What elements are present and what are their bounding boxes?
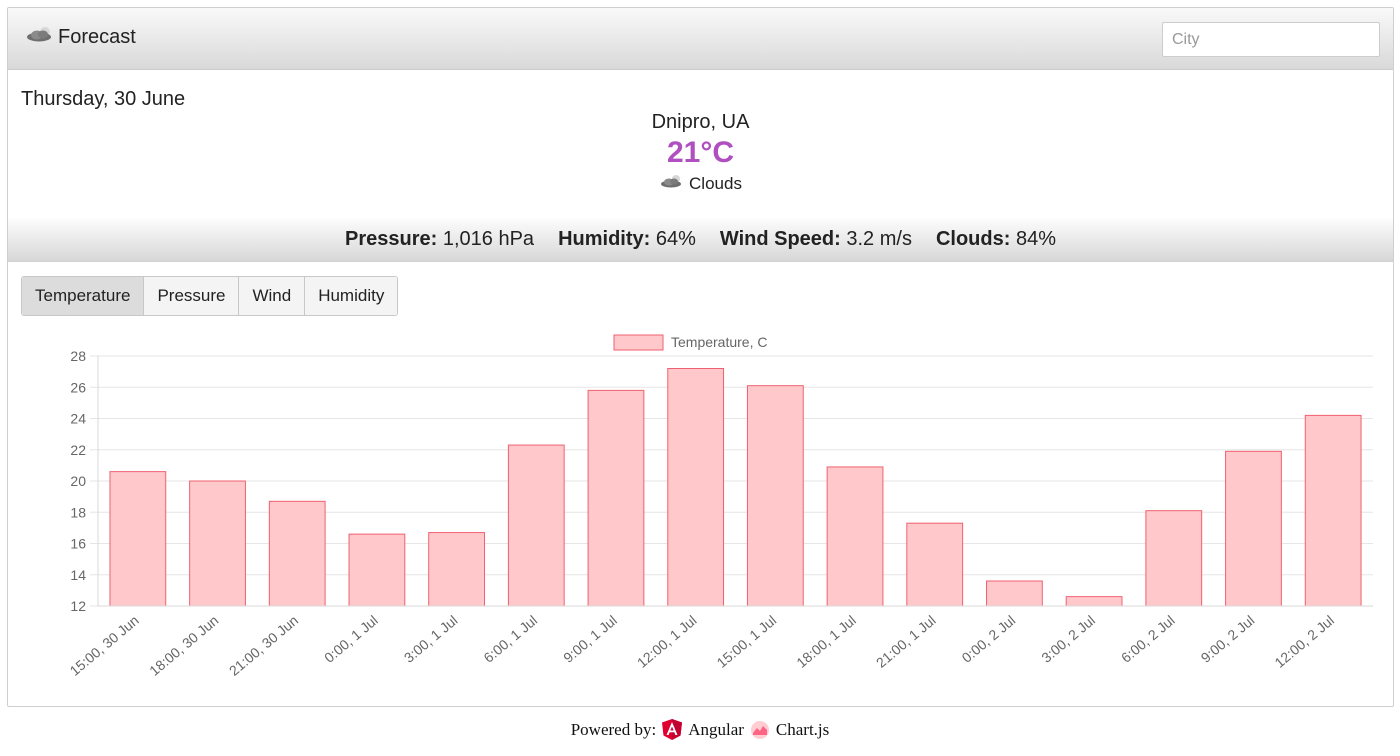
- y-tick-label: 12: [70, 598, 86, 614]
- tab-pressure[interactable]: Pressure: [144, 277, 240, 315]
- y-tick-label: 20: [70, 473, 86, 489]
- bar: [906, 522, 964, 607]
- y-tick-label: 16: [70, 536, 86, 552]
- y-tick-label: 14: [70, 567, 86, 583]
- legend-swatch: [613, 334, 664, 351]
- stat-clouds: Clouds: 84%: [935, 228, 1056, 250]
- angular-label[interactable]: Angular: [688, 719, 744, 739]
- bar: [1065, 596, 1123, 607]
- bar: [109, 471, 167, 607]
- tab-temperature[interactable]: Temperature: [22, 277, 145, 315]
- y-tick-label: 28: [70, 348, 86, 364]
- x-tick-label: 3:00, 2 Jul: [1038, 612, 1098, 666]
- chart-tabs: Temperature Pressure Wind Humidity: [21, 276, 399, 316]
- bar: [746, 385, 804, 607]
- cloud-sun-icon: [24, 24, 56, 50]
- chartjs-logo-icon: [750, 720, 770, 740]
- brand-label: Forecast: [58, 25, 136, 48]
- x-tick-label: 15:00, 1 Jul: [714, 612, 780, 671]
- bar: [507, 444, 565, 607]
- stats-bar: Pressure: 1,016 hPa Humidity: 64% Wind S…: [8, 218, 1393, 262]
- x-tick-label: 18:00, 1 Jul: [793, 612, 859, 671]
- brand[interactable]: Forecast: [24, 24, 136, 50]
- x-tick-label: 9:00, 2 Jul: [1198, 612, 1258, 666]
- bar: [428, 532, 485, 607]
- x-tick-label: 18:00, 30 Jun: [146, 612, 221, 679]
- x-tick-label: 21:00, 30 Jun: [226, 612, 301, 679]
- legend-label: Temperature, C: [671, 334, 767, 350]
- x-tick-label: 0:00, 2 Jul: [959, 612, 1019, 666]
- x-tick-label: 9:00, 1 Jul: [560, 612, 620, 666]
- bar: [268, 500, 326, 607]
- current-date: Thursday, 30 June: [21, 88, 186, 110]
- forecast-panel: Forecast Thursday, 30 June Dnipro, UA 21…: [7, 7, 1394, 707]
- bar: [1304, 414, 1362, 607]
- footer: Powered by: Angular Chart.js: [0, 719, 1400, 740]
- temperature-bar-chart: Temperature, C 12 14 16 18 20 22 24 26 28 15:00, 3…: [66, 334, 1373, 679]
- chartjs-label[interactable]: Chart.js: [775, 719, 830, 739]
- y-tick-label: 24: [70, 411, 86, 427]
- bar: [189, 480, 246, 607]
- stat-pressure: Pressure: 1,016 hPa: [345, 228, 535, 250]
- y-tick-label: 26: [70, 379, 86, 395]
- x-tick-label: 21:00, 1 Jul: [873, 612, 939, 671]
- stat-humidity: Humidity: 64%: [558, 228, 696, 250]
- bar: [1225, 450, 1282, 607]
- top-navbar: Forecast: [8, 8, 1393, 70]
- x-tick-label: 15:00, 30 Jun: [66, 612, 141, 679]
- x-tick-label: 6:00, 2 Jul: [1118, 612, 1178, 666]
- x-tick-label: 3:00, 1 Jul: [401, 612, 461, 666]
- angular-logo-icon: [662, 719, 683, 740]
- condition-label: Clouds: [689, 173, 742, 193]
- x-tick-label: 12:00, 2 Jul: [1271, 612, 1337, 671]
- bar: [986, 580, 1043, 607]
- current-temperature: 21°C: [666, 136, 735, 169]
- cloud-icon: [659, 173, 685, 194]
- y-tick-label: 18: [70, 504, 86, 520]
- weather-condition: Clouds: [8, 173, 1393, 194]
- tab-humidity[interactable]: Humidity: [305, 277, 398, 315]
- location-label: Dnipro, UA: [651, 111, 750, 133]
- stat-wind-speed: Wind Speed: 3.2 m/s: [719, 228, 912, 250]
- bar: [667, 368, 725, 607]
- bar: [1145, 510, 1203, 607]
- x-tick-label: 6:00, 1 Jul: [480, 612, 540, 666]
- bar: [348, 533, 406, 607]
- tab-wind[interactable]: Wind: [239, 277, 306, 315]
- city-search-input[interactable]: [1162, 22, 1380, 57]
- x-tick-label: 12:00, 1 Jul: [634, 612, 700, 671]
- y-tick-label: 22: [70, 442, 86, 458]
- bar: [826, 466, 884, 607]
- powered-by-label: Powered by:: [570, 719, 657, 739]
- x-tick-label: 0:00, 1 Jul: [321, 612, 381, 666]
- bar: [587, 389, 645, 607]
